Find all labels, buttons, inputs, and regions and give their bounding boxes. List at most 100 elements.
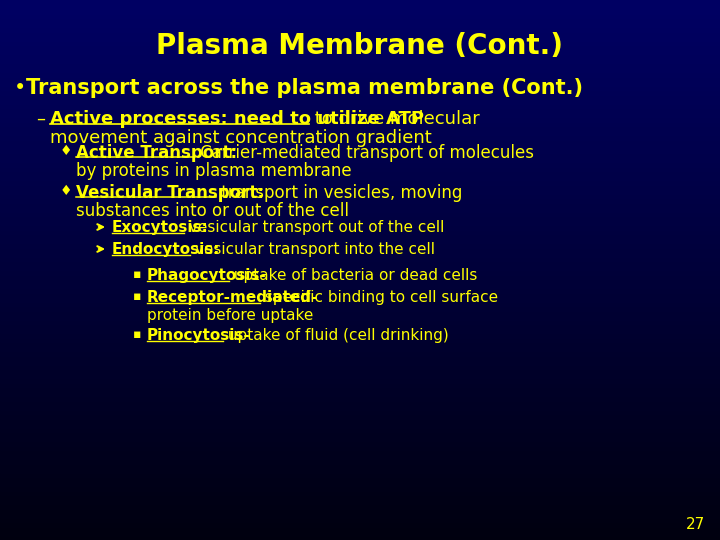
Bar	[0, 530, 720, 536]
Bar	[0, 188, 720, 193]
Bar	[0, 71, 720, 77]
Bar	[0, 184, 720, 189]
Bar	[0, 260, 720, 266]
Bar	[0, 30, 720, 36]
Bar	[0, 512, 720, 517]
Bar	[0, 26, 720, 31]
Bar	[0, 449, 720, 455]
Bar	[0, 292, 720, 297]
Bar	[0, 363, 720, 369]
Text: uptake of bacteria or dead cells: uptake of bacteria or dead cells	[229, 268, 477, 283]
Bar	[0, 255, 720, 261]
Text: Active Transport:: Active Transport:	[76, 144, 237, 162]
Bar	[0, 422, 720, 428]
Bar	[0, 251, 720, 256]
Bar	[0, 98, 720, 104]
Text: ▪: ▪	[133, 290, 142, 303]
Text: to drive molecular: to drive molecular	[309, 110, 480, 128]
Bar	[0, 161, 720, 166]
Bar	[0, 211, 720, 216]
Bar	[0, 22, 720, 27]
Text: ▪: ▪	[133, 268, 142, 281]
Bar	[0, 489, 720, 495]
Bar	[0, 116, 720, 122]
Bar	[0, 323, 720, 328]
Text: ♦: ♦	[60, 184, 73, 198]
Bar	[0, 427, 720, 432]
Bar	[0, 444, 720, 450]
Bar	[0, 386, 720, 391]
Bar	[0, 498, 720, 504]
Bar	[0, 413, 720, 418]
Bar	[0, 219, 720, 225]
Text: transport in vesicles, moving: transport in vesicles, moving	[216, 184, 462, 202]
Bar	[0, 206, 720, 212]
Bar	[0, 103, 720, 108]
Bar	[0, 49, 720, 54]
Text: vesicular transport into the cell: vesicular transport into the cell	[190, 242, 435, 257]
Bar	[0, 0, 720, 4]
Bar	[0, 138, 720, 144]
Bar	[0, 174, 720, 180]
Bar	[0, 147, 720, 153]
Bar	[0, 201, 720, 207]
Bar	[0, 471, 720, 477]
Bar	[0, 278, 720, 284]
Bar	[0, 3, 720, 9]
Bar	[0, 246, 720, 252]
Bar	[0, 93, 720, 99]
Bar	[0, 404, 720, 409]
Bar	[0, 215, 720, 220]
Bar	[0, 273, 720, 279]
Text: substances into or out of the cell: substances into or out of the cell	[76, 202, 349, 220]
Bar	[0, 233, 720, 239]
Text: Receptor-mediated-: Receptor-mediated-	[147, 290, 318, 305]
Bar	[0, 309, 720, 315]
Text: specific binding to cell surface: specific binding to cell surface	[261, 290, 498, 305]
Bar	[0, 282, 720, 288]
Bar	[0, 390, 720, 396]
Bar	[0, 66, 720, 72]
Text: Phagocytosis-: Phagocytosis-	[147, 268, 266, 283]
Bar	[0, 336, 720, 342]
Bar	[0, 467, 720, 472]
Text: Plasma Membrane (Cont.): Plasma Membrane (Cont.)	[156, 32, 564, 60]
Bar	[0, 435, 720, 441]
Bar	[0, 327, 720, 333]
Bar	[0, 192, 720, 198]
Bar	[0, 44, 720, 50]
Bar	[0, 125, 720, 131]
Bar	[0, 314, 720, 320]
Bar	[0, 521, 720, 526]
Bar	[0, 377, 720, 382]
Bar	[0, 503, 720, 509]
Bar	[0, 57, 720, 63]
Bar	[0, 242, 720, 247]
Bar	[0, 228, 720, 234]
Text: Active processes: need to utilize ATP: Active processes: need to utilize ATP	[50, 110, 424, 128]
Bar	[0, 80, 720, 85]
Bar	[0, 238, 720, 243]
Bar	[0, 12, 720, 18]
Bar	[0, 332, 720, 338]
Bar	[0, 319, 720, 324]
Bar	[0, 431, 720, 436]
Text: Transport across the plasma membrane (Cont.): Transport across the plasma membrane (Co…	[26, 78, 583, 98]
Bar	[0, 368, 720, 374]
Bar	[0, 476, 720, 482]
Bar	[0, 359, 720, 364]
Bar	[0, 143, 720, 148]
Bar	[0, 170, 720, 176]
Bar	[0, 17, 720, 23]
Bar	[0, 76, 720, 81]
Bar	[0, 39, 720, 45]
Bar	[0, 224, 720, 230]
Bar	[0, 508, 720, 513]
Bar	[0, 130, 720, 135]
Bar	[0, 300, 720, 306]
Text: protein before uptake: protein before uptake	[147, 308, 313, 323]
Bar	[0, 373, 720, 378]
Text: Endocytosis:: Endocytosis:	[112, 242, 220, 257]
Text: by proteins in plasma membrane: by proteins in plasma membrane	[76, 162, 351, 180]
Bar	[0, 395, 720, 401]
